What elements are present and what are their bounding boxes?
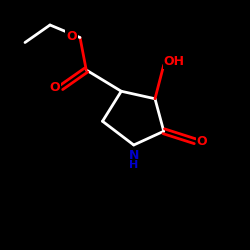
Text: O: O bbox=[66, 30, 76, 43]
Text: OH: OH bbox=[164, 55, 185, 68]
Text: N: N bbox=[128, 149, 139, 162]
Text: H: H bbox=[129, 160, 138, 170]
Text: O: O bbox=[197, 135, 207, 148]
Text: O: O bbox=[49, 81, 59, 94]
